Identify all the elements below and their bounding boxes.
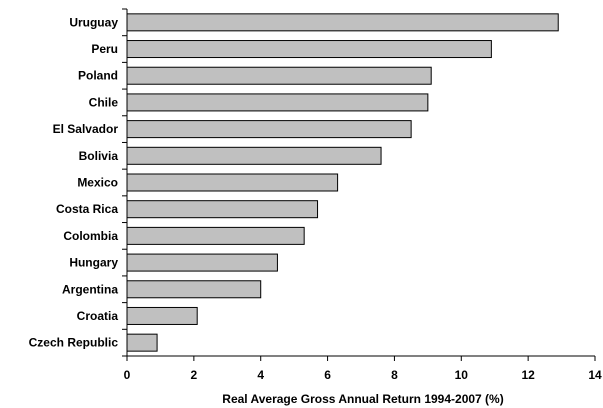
x-tick-label: 4 bbox=[257, 368, 264, 382]
category-label: Peru bbox=[91, 42, 118, 56]
category-label: Hungary bbox=[69, 256, 118, 270]
x-tick-label: 8 bbox=[391, 368, 398, 382]
bar-costa-rica bbox=[126, 200, 319, 219]
x-axis-ticks: 0 2 4 6 8 10 12 14 bbox=[124, 356, 602, 382]
bar-argentina bbox=[126, 280, 262, 299]
bar-uruguay bbox=[126, 13, 559, 32]
category-label: El Salvador bbox=[53, 122, 119, 136]
bar-hungary bbox=[126, 253, 278, 272]
bar-bolivia bbox=[126, 146, 382, 165]
x-tick-label: 0 bbox=[124, 368, 131, 382]
category-label: Chile bbox=[89, 95, 119, 109]
bar-croatia bbox=[126, 306, 198, 325]
category-label: Mexico bbox=[77, 176, 118, 190]
bar-colombia bbox=[126, 226, 305, 245]
category-label: Costa Rica bbox=[56, 202, 118, 216]
x-tick-label: 10 bbox=[455, 368, 469, 382]
category-label: Croatia bbox=[77, 309, 119, 323]
bar-mexico bbox=[126, 173, 339, 192]
category-label: Colombia bbox=[63, 229, 118, 243]
category-labels: Uruguay Peru Poland Chile El Salvador Bolivia… bbox=[29, 15, 119, 349]
bar-poland bbox=[126, 66, 432, 85]
category-label: Bolivia bbox=[79, 149, 119, 163]
y-axis-ticks bbox=[122, 8, 127, 357]
x-tick-label: 2 bbox=[191, 368, 198, 382]
x-axis-title: Real Average Gross Annual Return 1994-20… bbox=[222, 392, 503, 406]
bar-peru bbox=[126, 40, 492, 59]
bars-group bbox=[126, 13, 559, 352]
bar-czech-republic bbox=[126, 333, 158, 352]
x-tick-label: 14 bbox=[588, 368, 602, 382]
category-label: Czech Republic bbox=[29, 336, 119, 350]
bar-chile bbox=[126, 93, 429, 112]
category-label: Argentina bbox=[62, 282, 118, 296]
x-tick-label: 6 bbox=[324, 368, 331, 382]
category-label: Uruguay bbox=[69, 15, 118, 29]
bar-el-salvador bbox=[126, 120, 412, 139]
x-tick-label: 12 bbox=[521, 368, 535, 382]
category-label: Poland bbox=[78, 69, 118, 83]
